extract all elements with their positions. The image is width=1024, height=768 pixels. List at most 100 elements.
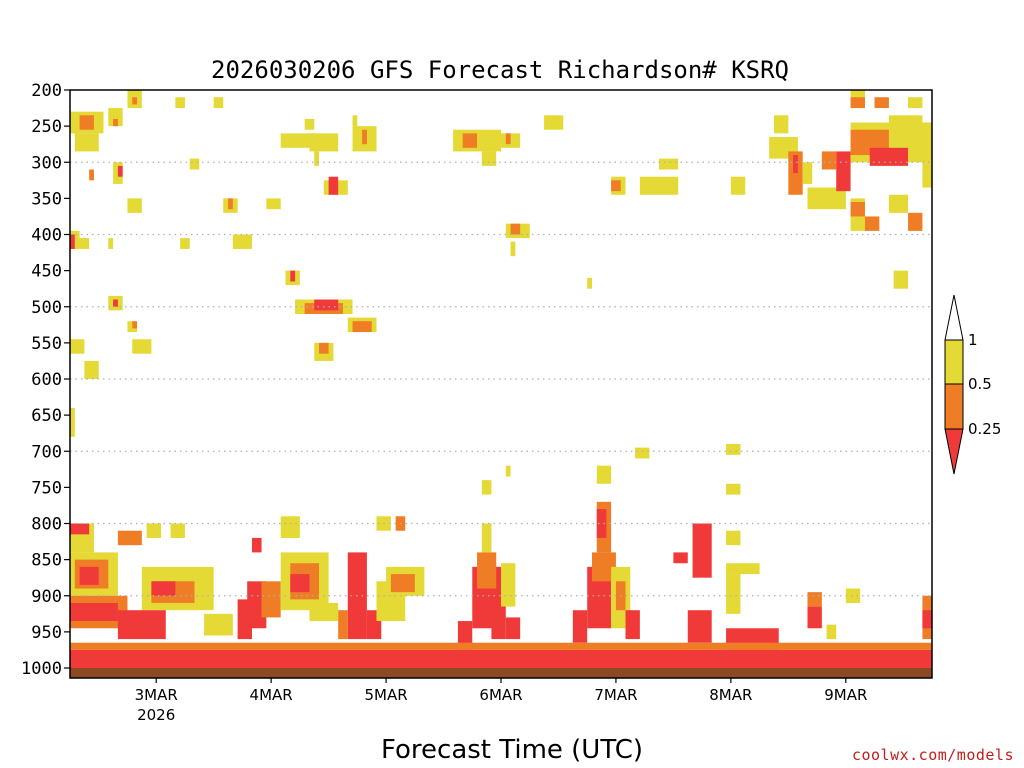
heatmap-cell <box>290 270 296 282</box>
legend-label: 0.5 <box>968 375 992 393</box>
heatmap-cell <box>70 523 90 535</box>
heatmap-cell <box>74 133 99 152</box>
heatmap-cell <box>261 581 281 618</box>
heatmap-cell <box>510 223 521 235</box>
heatmap-cell <box>850 97 865 109</box>
heatmap-cell <box>687 610 712 643</box>
heatmap-cell <box>70 339 85 354</box>
heatmap-cell <box>151 581 176 596</box>
heatmap-cell <box>596 509 607 538</box>
y-tick-label: 950 <box>31 623 62 643</box>
heatmap-cell <box>544 115 564 130</box>
y-tick-label: 450 <box>31 262 62 282</box>
heatmap-cell <box>888 194 909 213</box>
heatmap-cell <box>89 169 94 181</box>
heatmap-cell <box>477 552 497 589</box>
heatmap-cell <box>726 574 741 614</box>
heatmap-cell <box>908 97 923 109</box>
x-axis-label: Forecast Time (UTC) <box>381 735 643 765</box>
y-tick-label: 250 <box>31 117 62 137</box>
y-tick-label: 300 <box>31 153 62 173</box>
heatmap-cell <box>117 610 166 640</box>
heatmap-cell <box>290 574 310 593</box>
heatmap-cell <box>591 552 616 582</box>
heatmap-cell <box>726 444 741 455</box>
x-tick-label: 4MAR <box>250 686 293 704</box>
y-tick-label: 400 <box>31 226 62 246</box>
heatmap-cell <box>572 610 588 643</box>
heatmap-cell <box>113 299 118 307</box>
x-axis: 3MAR 2026 4MAR 5MAR 6MAR 7MAR 8MAR 9MAR <box>135 678 867 724</box>
y-tick-label: 800 <box>31 515 62 535</box>
heatmap-cell <box>170 523 185 538</box>
heatmap-cell <box>481 523 492 553</box>
heatmap-cell <box>232 234 252 249</box>
y-tick-label: 500 <box>31 298 62 318</box>
heatmap-cell <box>362 129 367 145</box>
heatmap-cell <box>505 617 521 640</box>
heatmap-cell <box>189 158 200 170</box>
heatmap-cell <box>726 530 741 546</box>
heatmap-cell <box>908 212 923 231</box>
heatmap-cell <box>673 552 688 564</box>
y-tick-label: 650 <box>31 406 62 426</box>
y-axis: 200 250 300 350 400 450 500 550 600 650 700 750 800 8… <box>21 81 70 679</box>
heatmap-cell <box>70 642 932 650</box>
legend-swatch-above-1 <box>944 294 964 341</box>
heatmap-cell <box>869 147 909 166</box>
heatmap-cell <box>79 115 94 130</box>
legend-swatch-0.5-1 <box>944 339 964 385</box>
y-tick-label: 1000 <box>21 659 62 679</box>
heatmap-cell <box>113 118 118 127</box>
heatmap-cell <box>659 158 679 170</box>
x-tick-sublabel: 2026 <box>137 706 175 724</box>
heatmap-cell <box>280 516 300 538</box>
heatmap-cell <box>70 407 75 437</box>
heatmap-cell <box>175 97 185 109</box>
y-tick-label: 850 <box>31 551 62 571</box>
heatmap-cell <box>314 151 320 166</box>
y-tick-label: 700 <box>31 442 62 462</box>
legend-swatch-below-0.25 <box>944 428 964 475</box>
heatmap-cell <box>481 151 497 166</box>
heatmap-cell <box>79 238 90 249</box>
heatmap-cell <box>266 198 281 210</box>
heatmap-cell <box>807 592 822 607</box>
heatmap-cell <box>117 530 142 546</box>
heatmap-cell <box>462 133 478 148</box>
heatmap-cell <box>309 602 339 622</box>
heatmap-cell <box>850 201 865 217</box>
heatmap-cell <box>501 563 516 607</box>
heatmap-cell <box>773 115 789 134</box>
heatmap-cell <box>864 216 880 231</box>
x-tick-label: 9MAR <box>824 686 867 704</box>
heatmap-cell <box>922 610 932 629</box>
heatmap-cell <box>730 176 746 195</box>
legend-label: 1 <box>968 331 978 349</box>
heatmap-cell <box>845 588 861 603</box>
heatmap-cell <box>893 270 909 289</box>
heatmap-cell <box>213 97 224 109</box>
heatmap-cell <box>888 115 923 130</box>
heatmap-cell <box>611 180 621 192</box>
y-tick-label: 200 <box>31 81 62 101</box>
heatmap-cell <box>70 602 118 622</box>
heatmap-cell <box>132 97 138 105</box>
heatmap-cell <box>84 360 99 379</box>
chart-title: 2026030206 GFS Forecast Richardson# KSRQ <box>211 56 789 84</box>
heatmap-cell <box>596 465 612 484</box>
heatmap-cell <box>802 162 813 184</box>
y-tick-label: 350 <box>31 189 62 209</box>
heatmap-cell <box>505 133 511 145</box>
heatmap-cell <box>180 238 190 249</box>
heatmap-cell <box>726 563 760 575</box>
heatmap-cell <box>228 198 233 210</box>
heatmap-cell <box>127 198 142 213</box>
heatmap-cell <box>352 115 358 127</box>
heatmap-cell <box>692 523 712 578</box>
heatmap-cell <box>328 176 339 195</box>
heatmap-cell <box>338 610 348 640</box>
heatmap-cell <box>807 606 822 629</box>
heatmap-cell <box>309 133 339 152</box>
heatmap-cell <box>79 566 99 585</box>
